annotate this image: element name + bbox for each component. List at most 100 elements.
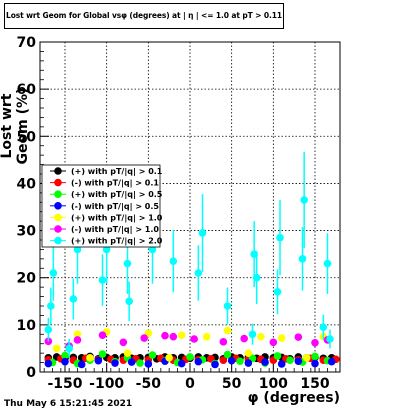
data-point — [311, 338, 319, 347]
legend: (+) with pT/|q| > 0.1 (-) with pT/|q| > 0… — [41, 164, 163, 248]
title-box: Lost wrt Geom for Global vsφ (degrees) a… — [4, 3, 284, 29]
legend-marker — [54, 167, 62, 175]
legend-marker — [54, 202, 62, 210]
x-tick-label: 100 — [259, 376, 288, 392]
data-point — [311, 359, 319, 368]
data-points — [44, 151, 340, 369]
data-point — [186, 353, 194, 361]
data-point — [190, 335, 198, 343]
legend-label: (-) with pT/|q| > 0.5 — [71, 202, 159, 211]
legend-marker — [54, 178, 62, 187]
timestamp: Thu May 6 15:21:45 2021 — [4, 399, 133, 409]
data-point — [277, 334, 286, 342]
data-point — [319, 323, 328, 332]
x-tick-label: 0 — [185, 376, 195, 392]
legend-marker — [54, 225, 62, 233]
x-axis-title: φ (degrees) — [247, 390, 340, 406]
y-tick-label: 70 — [17, 35, 37, 51]
data-point — [273, 352, 282, 360]
data-point — [202, 332, 211, 341]
legend-label: (+) with pT/|q| > 0.5 — [71, 190, 163, 199]
data-point — [148, 351, 157, 359]
x-tick-label: -50 — [136, 376, 162, 392]
data-point — [123, 349, 132, 357]
data-point — [294, 333, 303, 341]
data-point — [252, 273, 261, 282]
data-point — [276, 233, 284, 242]
data-point — [73, 245, 82, 254]
data-point — [98, 331, 107, 340]
data-point — [261, 358, 269, 366]
data-point — [73, 330, 82, 339]
data-point — [102, 245, 111, 254]
data-point — [323, 259, 332, 268]
data-point — [298, 255, 307, 263]
data-point — [125, 297, 133, 306]
data-point — [44, 325, 53, 334]
legend-label: (+) with pT/|q| > 0.1 — [71, 167, 163, 176]
data-point — [211, 360, 219, 369]
data-point — [119, 338, 128, 347]
legend-marker — [54, 213, 62, 222]
data-point — [49, 269, 58, 277]
y-tick-label: 0 — [26, 365, 36, 381]
data-point — [123, 259, 132, 268]
y-tick-label: 40 — [17, 176, 37, 192]
legend-marker — [54, 190, 62, 198]
data-point — [326, 335, 334, 343]
data-point — [65, 344, 73, 353]
y-tick-label: 60 — [17, 82, 37, 98]
y-axis-title: Lost wrt Geom (%) — [0, 87, 31, 165]
data-point — [44, 359, 53, 368]
series-3 — [44, 356, 336, 369]
data-point — [240, 334, 248, 343]
data-point — [302, 354, 311, 362]
data-point — [194, 269, 203, 277]
data-point — [227, 356, 236, 365]
x-tick-label: -100 — [89, 376, 124, 392]
data-point — [69, 295, 78, 303]
data-point — [86, 354, 94, 362]
x-tick-label: -150 — [47, 376, 82, 392]
data-point — [169, 332, 178, 341]
data-point — [136, 359, 144, 367]
data-point — [161, 331, 169, 340]
data-point — [194, 357, 203, 366]
data-point — [61, 351, 69, 360]
data-point — [127, 358, 136, 366]
x-tick-label: 150 — [300, 376, 329, 392]
data-point — [223, 326, 232, 335]
data-point — [294, 357, 303, 365]
data-point — [273, 288, 282, 296]
data-point — [219, 356, 228, 365]
legend-label: (-) with pT/|q| > 0.1 — [71, 179, 159, 188]
data-point — [277, 360, 286, 368]
data-point — [98, 350, 107, 358]
y-tick-label: 30 — [17, 224, 37, 240]
data-point — [77, 360, 86, 369]
data-point — [111, 359, 119, 367]
data-point — [47, 302, 55, 310]
data-point — [223, 350, 232, 359]
data-point — [144, 360, 153, 368]
data-point — [286, 356, 294, 365]
y-tick-label: 20 — [17, 271, 37, 287]
legend-marker — [54, 236, 62, 245]
data-point — [98, 276, 107, 284]
data-point — [269, 338, 278, 347]
data-point — [52, 344, 61, 353]
data-point — [257, 332, 265, 341]
data-point — [177, 331, 186, 340]
data-point — [244, 359, 253, 367]
y-tick-label: 50 — [17, 129, 37, 145]
data-point — [165, 354, 173, 362]
data-point — [198, 229, 207, 237]
legend-label: (-) with pT/|q| > 1.0 — [71, 225, 159, 234]
data-point — [148, 245, 157, 254]
data-point — [169, 257, 178, 266]
data-point — [327, 357, 336, 366]
data-point — [244, 349, 253, 357]
data-point — [311, 352, 319, 361]
chart-title: Lost wrt Geom for Global vsφ (degrees) a… — [6, 11, 282, 20]
data-point — [236, 357, 244, 365]
